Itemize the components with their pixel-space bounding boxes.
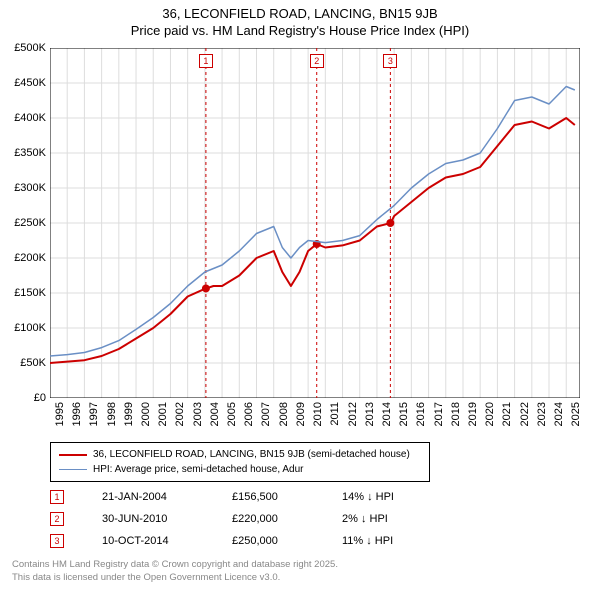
x-tick-label: 2007 bbox=[260, 402, 272, 426]
x-tick-label: 2010 bbox=[312, 402, 324, 426]
y-tick-label: £400K bbox=[14, 112, 46, 124]
legend-swatch-hpi bbox=[59, 469, 87, 471]
chart-marker-1: 1 bbox=[199, 54, 213, 68]
x-tick-label: 1997 bbox=[88, 402, 100, 426]
footer-line2: This data is licensed under the Open Gov… bbox=[12, 572, 338, 584]
x-tick-label: 1999 bbox=[123, 402, 135, 426]
sales-diff-1: 14% ↓ HPI bbox=[342, 491, 462, 503]
chart-container: 36, LECONFIELD ROAD, LANCING, BN15 9JB P… bbox=[0, 0, 600, 590]
sales-row-1: 1 21-JAN-2004 £156,500 14% ↓ HPI bbox=[50, 486, 462, 508]
x-tick-label: 2002 bbox=[174, 402, 186, 426]
sales-date-3: 10-OCT-2014 bbox=[102, 535, 232, 547]
title-block: 36, LECONFIELD ROAD, LANCING, BN15 9JB P… bbox=[0, 0, 600, 40]
x-tick-label: 1996 bbox=[71, 402, 83, 426]
x-tick-label: 2025 bbox=[570, 402, 582, 426]
sales-marker-2: 2 bbox=[50, 512, 64, 526]
y-tick-label: £300K bbox=[14, 182, 46, 194]
sales-date-2: 30-JUN-2010 bbox=[102, 513, 232, 525]
chart-area bbox=[50, 48, 580, 398]
x-tick-label: 2003 bbox=[192, 402, 204, 426]
x-tick-label: 2004 bbox=[209, 402, 221, 426]
x-tick-label: 2018 bbox=[450, 402, 462, 426]
sales-date-1: 21-JAN-2004 bbox=[102, 491, 232, 503]
sales-diff-3: 11% ↓ HPI bbox=[342, 535, 462, 547]
x-tick-label: 2012 bbox=[347, 402, 359, 426]
legend-label-property: 36, LECONFIELD ROAD, LANCING, BN15 9JB (… bbox=[93, 447, 410, 462]
y-tick-label: £350K bbox=[14, 147, 46, 159]
x-tick-label: 2013 bbox=[364, 402, 376, 426]
sales-price-3: £250,000 bbox=[232, 535, 342, 547]
x-tick-label: 2008 bbox=[278, 402, 290, 426]
chart-marker-3: 3 bbox=[383, 54, 397, 68]
sales-price-1: £156,500 bbox=[232, 491, 342, 503]
legend-item-hpi: HPI: Average price, semi-detached house,… bbox=[59, 462, 421, 477]
x-tick-label: 2011 bbox=[329, 402, 341, 426]
x-tick-label: 2019 bbox=[467, 402, 479, 426]
x-tick-label: 2005 bbox=[226, 402, 238, 426]
legend-swatch-property bbox=[59, 454, 87, 456]
x-tick-label: 2024 bbox=[553, 402, 565, 426]
legend-item-property: 36, LECONFIELD ROAD, LANCING, BN15 9JB (… bbox=[59, 447, 421, 462]
sales-marker-1: 1 bbox=[50, 490, 64, 504]
y-tick-label: £100K bbox=[14, 322, 46, 334]
y-tick-label: £0 bbox=[34, 392, 46, 404]
y-tick-label: £150K bbox=[14, 287, 46, 299]
x-tick-label: 2006 bbox=[243, 402, 255, 426]
footer-line1: Contains HM Land Registry data © Crown c… bbox=[12, 559, 338, 571]
x-tick-label: 2001 bbox=[157, 402, 169, 426]
footer: Contains HM Land Registry data © Crown c… bbox=[12, 559, 338, 584]
title-subtitle: Price paid vs. HM Land Registry's House … bbox=[0, 23, 600, 40]
y-tick-label: £50K bbox=[20, 357, 46, 369]
y-tick-label: £250K bbox=[14, 217, 46, 229]
sales-diff-2: 2% ↓ HPI bbox=[342, 513, 462, 525]
x-tick-label: 2016 bbox=[415, 402, 427, 426]
legend: 36, LECONFIELD ROAD, LANCING, BN15 9JB (… bbox=[50, 442, 430, 482]
y-tick-label: £450K bbox=[14, 77, 46, 89]
x-tick-label: 2023 bbox=[536, 402, 548, 426]
x-tick-label: 2020 bbox=[484, 402, 496, 426]
y-tick-label: £200K bbox=[14, 252, 46, 264]
sales-marker-3: 3 bbox=[50, 534, 64, 548]
x-tick-label: 1998 bbox=[106, 402, 118, 426]
x-tick-label: 2021 bbox=[501, 402, 513, 426]
x-tick-label: 2000 bbox=[140, 402, 152, 426]
x-tick-label: 2014 bbox=[381, 402, 393, 426]
x-tick-label: 2022 bbox=[519, 402, 531, 426]
plot-svg bbox=[50, 48, 580, 398]
x-tick-label: 2017 bbox=[433, 402, 445, 426]
sales-row-3: 3 10-OCT-2014 £250,000 11% ↓ HPI bbox=[50, 530, 462, 552]
chart-marker-2: 2 bbox=[310, 54, 324, 68]
sales-price-2: £220,000 bbox=[232, 513, 342, 525]
title-address: 36, LECONFIELD ROAD, LANCING, BN15 9JB bbox=[0, 6, 600, 23]
sales-table: 1 21-JAN-2004 £156,500 14% ↓ HPI 2 30-JU… bbox=[50, 486, 462, 552]
legend-label-hpi: HPI: Average price, semi-detached house,… bbox=[93, 462, 304, 477]
y-tick-label: £500K bbox=[14, 42, 46, 54]
x-tick-label: 2015 bbox=[398, 402, 410, 426]
x-tick-label: 1995 bbox=[54, 402, 66, 426]
x-tick-label: 2009 bbox=[295, 402, 307, 426]
sales-row-2: 2 30-JUN-2010 £220,000 2% ↓ HPI bbox=[50, 508, 462, 530]
